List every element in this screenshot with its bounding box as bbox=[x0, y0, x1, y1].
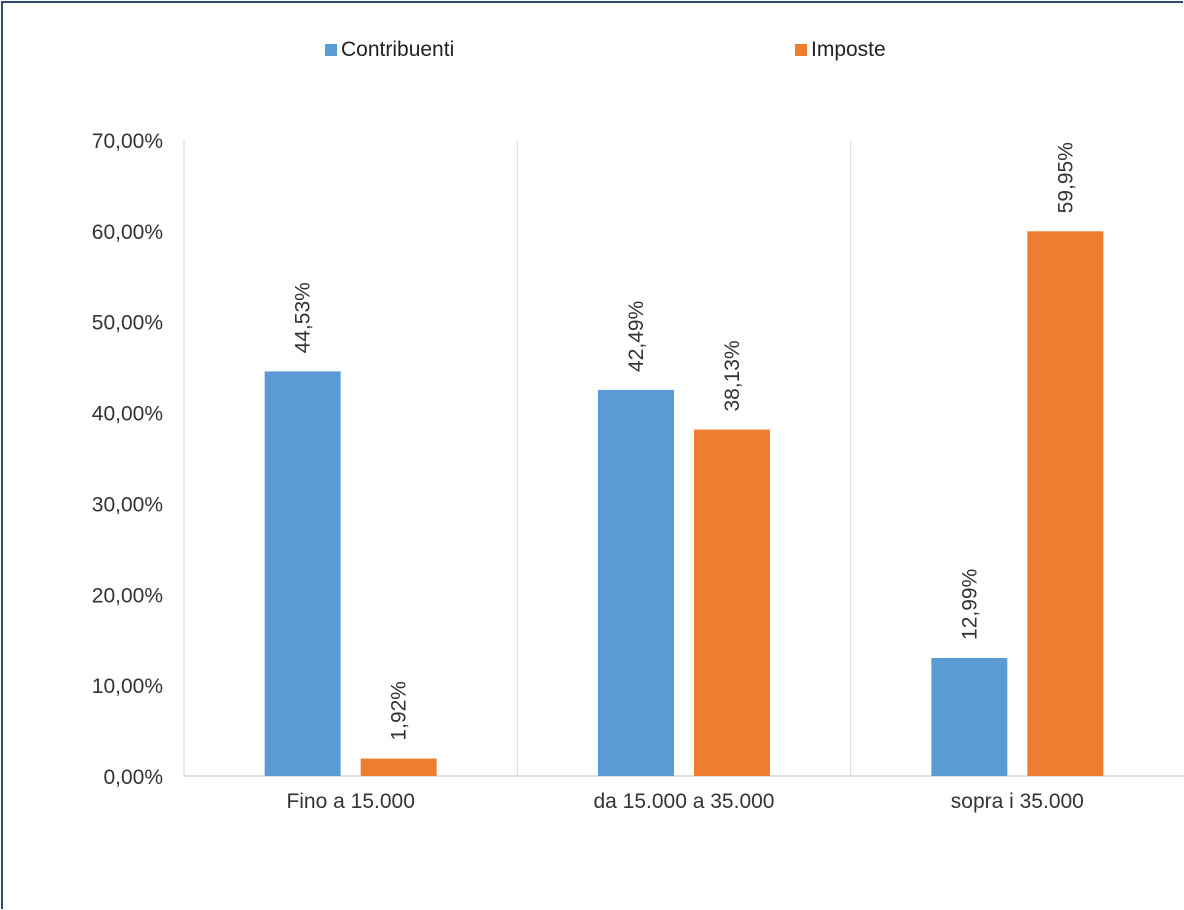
bar-contribuenti bbox=[264, 371, 341, 776]
y-tick-label: 60,00% bbox=[92, 221, 163, 244]
x-category-label: sopra i 35.000 bbox=[951, 790, 1084, 813]
data-label: 59,95% bbox=[1054, 142, 1077, 213]
data-label: 42,49% bbox=[625, 301, 648, 372]
data-label: 12,99% bbox=[958, 569, 981, 640]
data-label: 1,92% bbox=[388, 681, 411, 741]
y-tick-label: 40,00% bbox=[92, 403, 163, 426]
bar-contribuenti bbox=[931, 657, 1008, 776]
legend-swatch-imposte bbox=[795, 44, 807, 56]
bar-imposte bbox=[694, 429, 770, 776]
legend: Contribuenti Imposte bbox=[0, 38, 1184, 66]
legend-item-imposte: Imposte bbox=[795, 38, 886, 62]
x-category-label: Fino a 15.000 bbox=[286, 790, 414, 813]
y-tick-label: 0,00% bbox=[103, 766, 163, 789]
bar-imposte bbox=[1027, 231, 1104, 777]
bar-contribuenti bbox=[598, 389, 674, 776]
data-label: 44,53% bbox=[292, 282, 315, 353]
bar-imposte bbox=[360, 758, 437, 776]
legend-label-contribuenti: Contribuenti bbox=[341, 38, 455, 61]
y-tick-label: 10,00% bbox=[92, 675, 163, 698]
y-tick-label: 20,00% bbox=[92, 584, 163, 607]
legend-label-imposte: Imposte bbox=[811, 38, 886, 61]
data-label: 38,13% bbox=[721, 340, 744, 411]
y-tick-label: 30,00% bbox=[92, 493, 163, 516]
y-tick-label: 50,00% bbox=[92, 312, 163, 335]
x-category-label: da 15.000 a 35.000 bbox=[593, 790, 774, 813]
y-tick-label: 70,00% bbox=[92, 130, 163, 153]
legend-item-contribuenti: Contribuenti bbox=[325, 38, 454, 62]
legend-swatch-contribuenti bbox=[325, 44, 337, 56]
